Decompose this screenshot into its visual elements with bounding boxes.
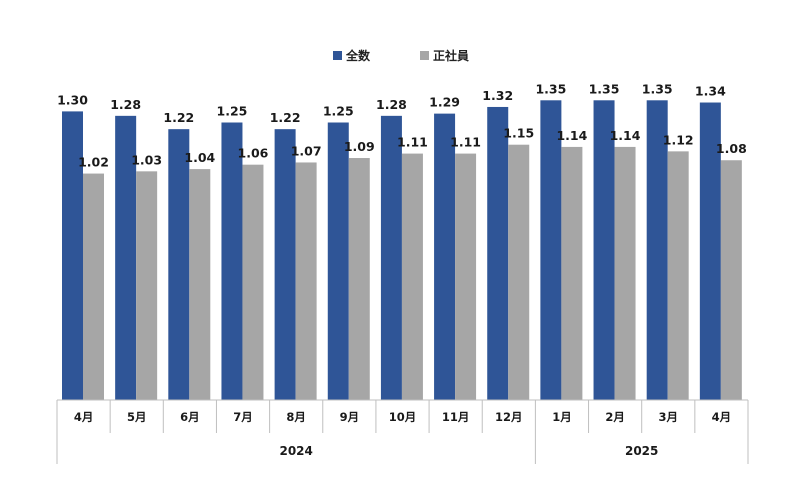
category-label-4: 7月 xyxy=(233,410,253,424)
bar-regular-13 xyxy=(720,160,742,400)
bar-regular-9 xyxy=(508,144,530,400)
value-label-all-1: 1.30 xyxy=(57,92,88,107)
bar-all-4 xyxy=(221,122,243,400)
value-label-all-6: 1.25 xyxy=(323,104,354,119)
bar-all-2 xyxy=(115,115,137,400)
legend-label-1: 全数 xyxy=(345,48,371,63)
bar-regular-2 xyxy=(136,171,158,400)
bar-all-13 xyxy=(699,102,721,401)
value-label-all-8: 1.29 xyxy=(429,95,460,110)
category-label-12: 3月 xyxy=(659,410,679,424)
bar-all-7 xyxy=(380,115,402,400)
value-label-all-10: 1.35 xyxy=(535,81,566,96)
value-label-regular-1: 1.02 xyxy=(78,155,109,170)
value-label-all-7: 1.28 xyxy=(376,97,407,112)
value-label-regular-11: 1.14 xyxy=(610,128,641,143)
value-label-regular-3: 1.04 xyxy=(184,150,215,165)
bar-regular-1 xyxy=(83,173,104,400)
value-label-all-13: 1.34 xyxy=(695,84,726,99)
bar-all-11 xyxy=(593,100,615,401)
bar-all-12 xyxy=(646,100,668,401)
value-label-all-5: 1.22 xyxy=(270,110,301,125)
value-label-all-2: 1.28 xyxy=(110,97,141,112)
value-label-regular-8: 1.11 xyxy=(450,135,481,150)
category-label-10: 1月 xyxy=(552,410,572,424)
category-label-9: 12月 xyxy=(495,410,523,424)
bar-all-8 xyxy=(434,113,456,401)
year-label-1: 2024 xyxy=(279,444,312,458)
bar-all-1 xyxy=(62,111,83,401)
bar-all-3 xyxy=(168,129,190,400)
value-label-all-3: 1.22 xyxy=(163,110,194,125)
bars-group xyxy=(62,100,742,401)
value-label-all-12: 1.35 xyxy=(642,81,673,96)
value-label-regular-10: 1.14 xyxy=(556,128,587,143)
bar-all-5 xyxy=(274,129,296,400)
bar-regular-12 xyxy=(667,151,689,400)
bar-regular-6 xyxy=(348,158,370,400)
bar-regular-3 xyxy=(189,169,211,400)
bar-regular-11 xyxy=(614,146,636,400)
bar-regular-4 xyxy=(242,164,264,400)
category-label-2: 5月 xyxy=(127,410,147,424)
category-label-8: 11月 xyxy=(442,410,470,424)
legend-swatch-2 xyxy=(420,51,429,60)
value-label-all-9: 1.32 xyxy=(482,88,513,103)
value-label-regular-9: 1.15 xyxy=(503,126,534,141)
value-label-all-11: 1.35 xyxy=(589,81,620,96)
category-label-13: 4月 xyxy=(712,410,732,424)
value-label-regular-7: 1.11 xyxy=(397,135,428,150)
bar-all-10 xyxy=(540,100,562,401)
year-label-2: 2025 xyxy=(625,444,658,458)
category-label-3: 6月 xyxy=(180,410,200,424)
value-label-all-4: 1.25 xyxy=(217,104,248,119)
bar-regular-7 xyxy=(401,153,423,400)
value-label-regular-5: 1.07 xyxy=(291,143,322,158)
value-labels-group: 1.30 1.02 1.28 1.03 1.22 1.04 1.25 1.06 1.22 1.07… xyxy=(57,81,747,169)
value-label-regular-12: 1.12 xyxy=(663,132,694,147)
bar-regular-10 xyxy=(561,146,583,400)
x-axis: 4月 5月 6月 7月 8月 9月 10月 11月 12月 1月 2月 3月 4月 2024 2025 xyxy=(56,399,749,464)
bar-regular-8 xyxy=(455,153,477,400)
bar-all-6 xyxy=(327,122,349,400)
value-label-regular-2: 1.03 xyxy=(131,152,162,167)
legend-label-2: 正社員 xyxy=(433,48,469,63)
bar-all-9 xyxy=(487,106,509,401)
category-label-11: 2月 xyxy=(605,410,625,424)
bar-regular-5 xyxy=(295,162,317,400)
category-label-6: 9月 xyxy=(340,410,360,424)
value-label-regular-6: 1.09 xyxy=(344,139,375,154)
category-label-1: 4月 xyxy=(74,410,94,424)
category-label-5: 8月 xyxy=(286,410,306,424)
category-label-7: 10月 xyxy=(389,410,417,424)
value-label-regular-4: 1.06 xyxy=(238,146,269,161)
value-label-regular-13: 1.08 xyxy=(716,141,747,156)
legend: 全数 正社員 xyxy=(333,48,469,63)
legend-swatch-1 xyxy=(333,51,342,60)
